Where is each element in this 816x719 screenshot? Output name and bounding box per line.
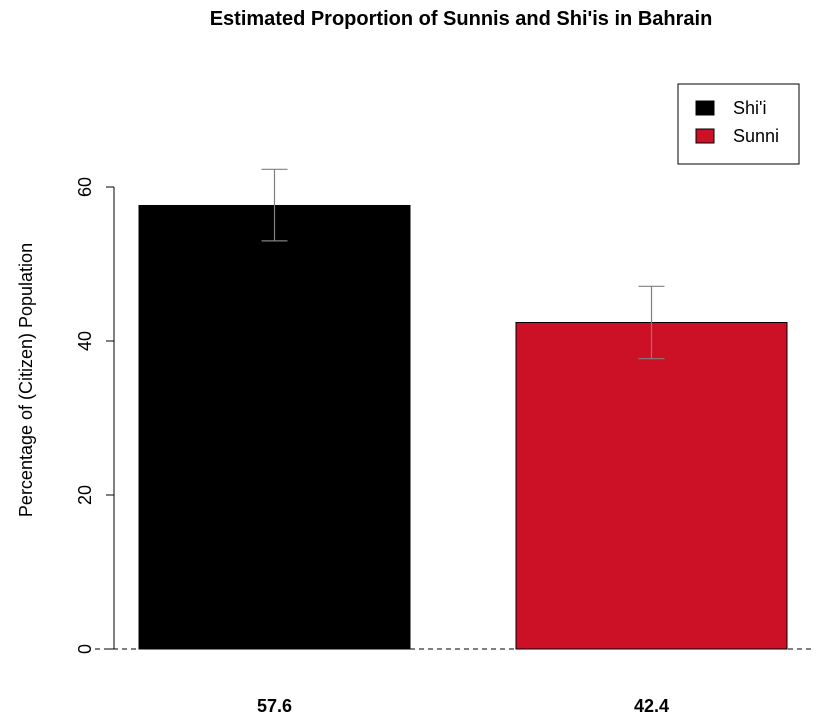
value-labels-group: 57.6 42.4: [257, 696, 669, 716]
y-tick-label-60: 60: [75, 177, 95, 197]
y-axis: 0 20 40 60: [75, 177, 115, 654]
error-bar-shi-i: [261, 168, 288, 242]
y-tick-label-40: 40: [75, 331, 95, 351]
bar-shi-i: [138, 204, 411, 650]
y-axis-label: Percentage of (Citizen) Population: [16, 243, 36, 517]
value-label-sunni: 42.4: [634, 696, 669, 716]
y-tick-label-20: 20: [75, 485, 95, 505]
error-bars-group: [261, 168, 665, 360]
legend-box: [677, 83, 800, 165]
error-bar-sunni: [638, 285, 665, 360]
bars-group: [95, 204, 812, 650]
y-tick-label-0: 0: [75, 644, 95, 654]
value-label-shi-i: 57.6: [257, 696, 292, 716]
legend-label-shi-i: Shi'i: [733, 98, 766, 118]
chart-title: Estimated Proportion of Sunnis and Shi'i…: [210, 8, 713, 30]
bar-sunni: [515, 322, 788, 650]
legend-label-sunni: Sunni: [733, 126, 779, 146]
legend-swatch-sunni: [695, 128, 715, 144]
legend: Shi'i Sunni: [677, 83, 800, 165]
legend-swatch-shi-i: [695, 100, 715, 116]
